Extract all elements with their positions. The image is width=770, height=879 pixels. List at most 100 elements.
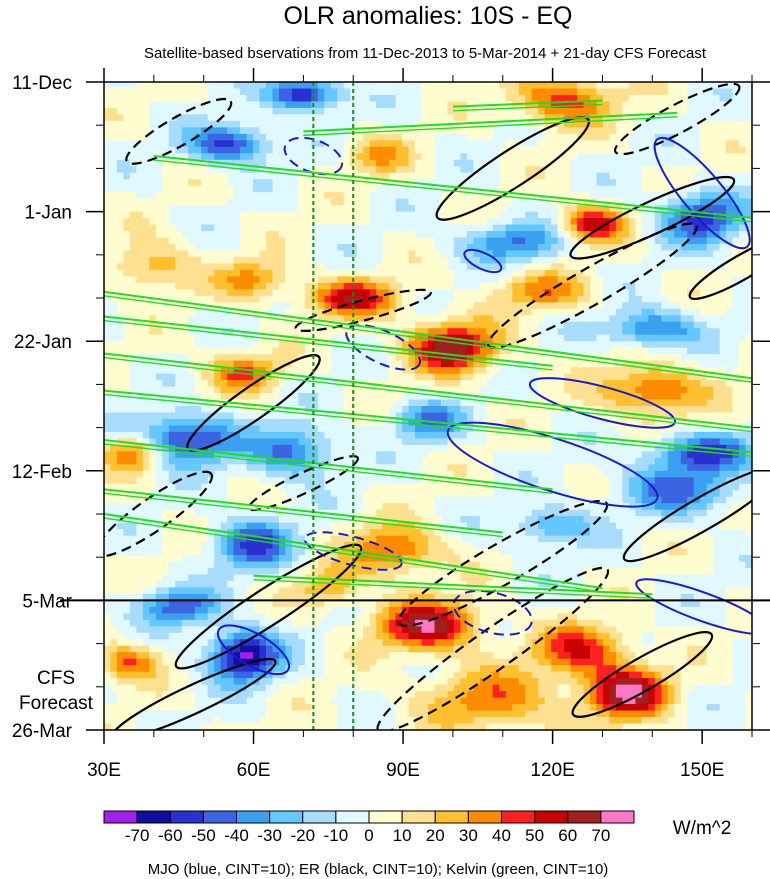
heat-cell: [116, 347, 125, 355]
heat-cell: [602, 153, 611, 161]
heat-cell: [590, 256, 598, 265]
heat-cell: [713, 354, 721, 362]
heat-cell: [622, 211, 630, 219]
heat-cell: [479, 315, 487, 323]
heat-cell: [745, 153, 752, 161]
heat-cell: [713, 302, 721, 310]
heat-cell: [350, 218, 358, 226]
heat-cell: [240, 224, 248, 232]
heat-cell: [713, 88, 721, 96]
heat-cell: [298, 256, 306, 265]
heat-cell: [168, 94, 176, 103]
heat-cell: [402, 231, 410, 239]
heat-cell: [661, 244, 669, 252]
heat-cell: [635, 244, 643, 252]
heat-cell: [499, 250, 507, 258]
heat-cell: [719, 101, 727, 109]
heat-cell: [175, 140, 183, 148]
heat-cell: [421, 321, 429, 329]
heat-cell: [557, 334, 565, 342]
heat-cell: [162, 354, 170, 362]
heat-cell: [129, 114, 137, 122]
heat-cell: [628, 159, 636, 167]
heat-cell: [408, 88, 416, 96]
heat-cell: [266, 114, 274, 122]
heat-cell: [369, 302, 377, 310]
heat-cell: [363, 120, 371, 128]
heat-cell: [194, 127, 202, 135]
heat-cell: [162, 367, 170, 375]
heat-cell: [136, 101, 144, 109]
heat-cell: [142, 256, 150, 265]
heat-cell: [719, 295, 727, 303]
heat-cell: [227, 315, 235, 323]
heat-cell: [175, 237, 183, 245]
heat-cell: [700, 256, 708, 265]
heat-cell: [680, 153, 688, 161]
heat-cell: [479, 172, 487, 180]
heat-cell: [240, 315, 248, 323]
heat-cell: [104, 347, 112, 355]
heat-cell: [272, 114, 280, 122]
heat-cell: [745, 295, 752, 303]
heat-cell: [551, 133, 559, 141]
heat-cell: [136, 328, 144, 336]
heat-cell: [330, 289, 338, 297]
heat-cell: [596, 308, 604, 316]
heat-cell: [266, 101, 274, 109]
heat-cell: [201, 172, 209, 180]
heat-cell: [421, 399, 429, 407]
heat-cell: [408, 334, 416, 342]
heat-cell: [564, 159, 572, 167]
heat-cell: [201, 94, 209, 103]
heat-cell: [628, 289, 636, 297]
heat-cell: [214, 354, 222, 362]
heat-cell: [440, 127, 449, 135]
heat-cell: [440, 231, 449, 239]
heat-cell: [324, 289, 332, 297]
heat-cell: [343, 282, 351, 290]
heat-cell: [149, 133, 157, 141]
heat-cell: [680, 237, 688, 245]
heat-cell: [622, 159, 630, 167]
heat-cell: [473, 224, 481, 232]
heat-cell: [207, 159, 215, 167]
heat-cell: [123, 101, 131, 109]
heat-cell: [602, 140, 611, 148]
heat-cell: [674, 399, 682, 407]
heat-cell: [622, 94, 630, 103]
heat-cell: [408, 101, 416, 109]
heat-cell: [440, 250, 449, 258]
heat-cell: [337, 192, 345, 200]
heat-cell: [168, 185, 176, 193]
heat-cell: [518, 185, 526, 193]
heat-cell: [700, 192, 708, 200]
heat-cell: [233, 244, 241, 252]
heat-cell: [564, 205, 572, 213]
heat-cell: [499, 146, 507, 154]
heat-cell: [272, 276, 280, 284]
heat-cell: [570, 120, 578, 128]
heat-cell: [635, 250, 643, 258]
heat-cell: [389, 198, 397, 206]
heat-cell: [278, 341, 287, 349]
heat-cell: [201, 295, 209, 303]
heat-cell: [661, 347, 669, 355]
heat-cell: [434, 315, 442, 323]
heat-cell: [667, 393, 675, 401]
heat-cell: [609, 218, 617, 226]
heat-cell: [428, 244, 436, 252]
heat-cell: [628, 237, 636, 245]
heat-cell: [330, 367, 338, 375]
heat-cell: [136, 114, 144, 122]
heat-cell: [544, 192, 552, 200]
heat-cell: [369, 94, 377, 103]
heat-cell: [395, 347, 403, 355]
heat-cell: [194, 347, 202, 355]
heat-cell: [149, 205, 157, 213]
heat-cell: [311, 282, 319, 290]
heat-cell: [324, 101, 332, 109]
heat-cell: [123, 231, 131, 239]
heat-cell: [363, 373, 371, 381]
heat-cell: [615, 334, 623, 342]
